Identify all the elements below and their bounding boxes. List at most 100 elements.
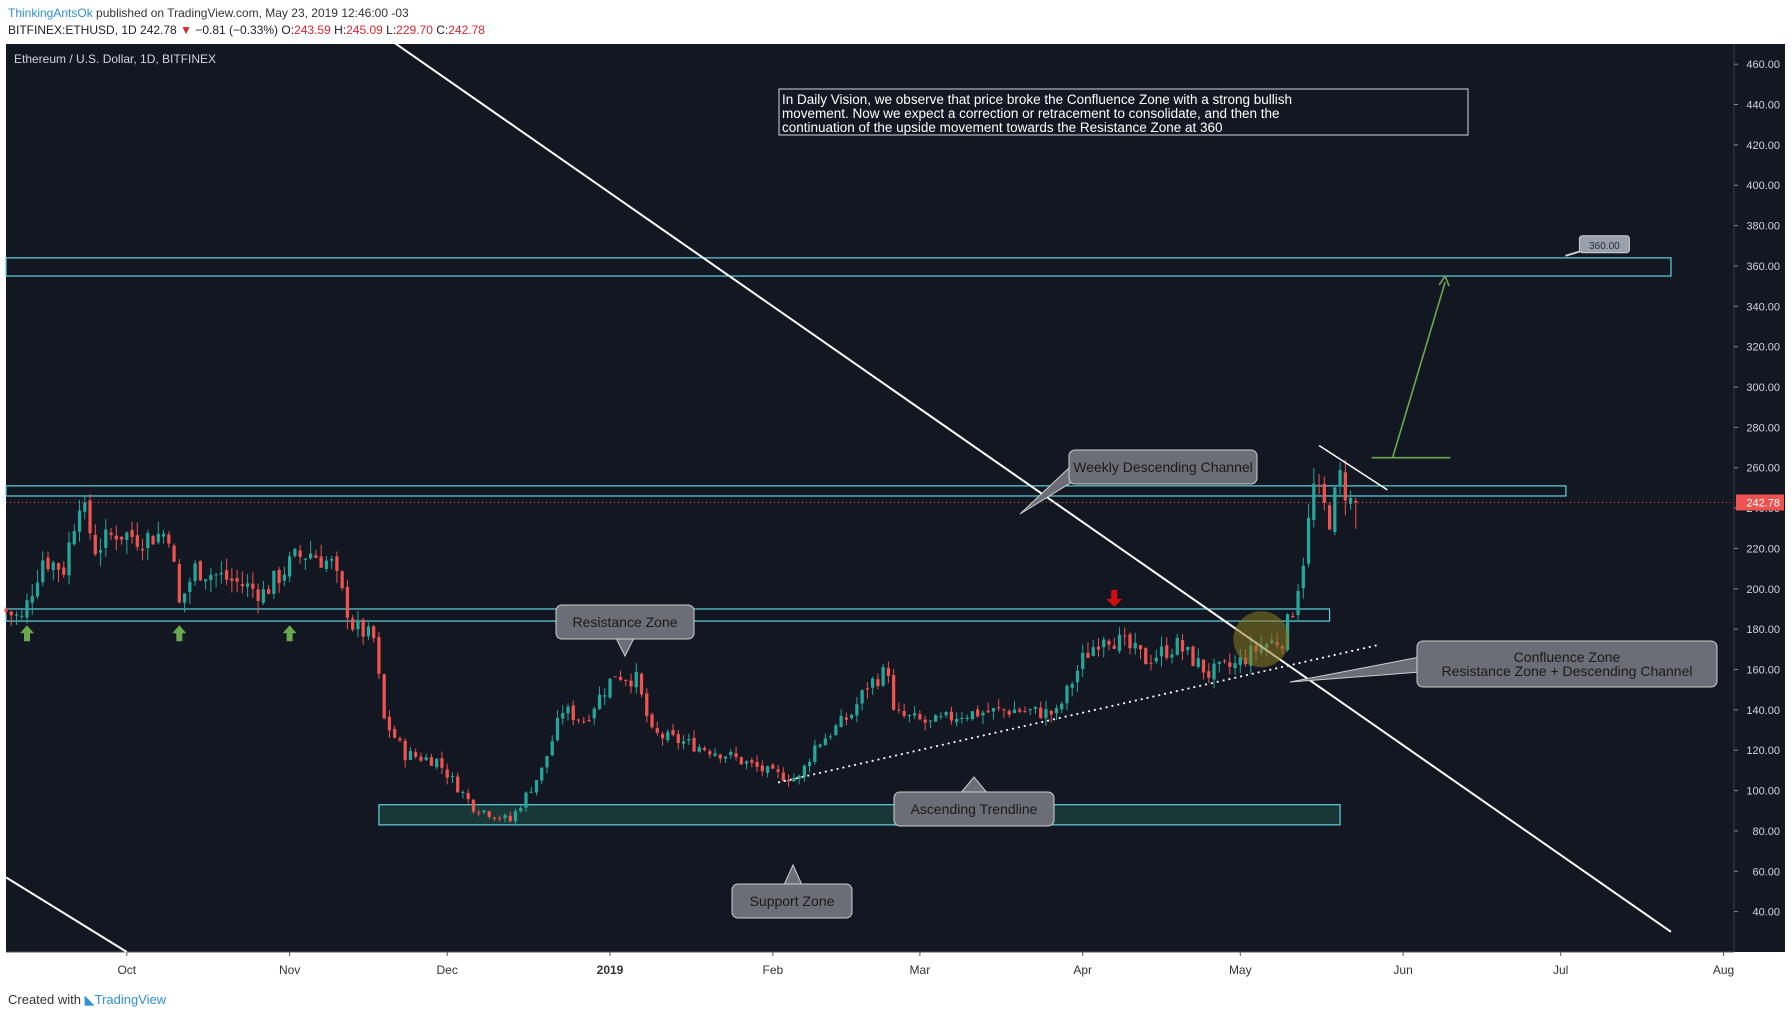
candle [293,548,297,556]
tradingview-brand[interactable]: TradingView [94,992,167,1007]
candle [855,704,859,716]
candle [1002,709,1006,711]
candle [135,535,139,547]
candle [503,815,507,819]
candle [1123,635,1127,637]
candle [62,567,66,575]
price-tick-label: 80.00 [1752,826,1780,838]
time-tick-label: Jul [1553,963,1568,977]
candle [603,695,607,697]
resistance-zone-callout-box [555,604,695,640]
confluence-callout-box [1416,640,1718,688]
candle [114,535,118,540]
candle [576,719,581,721]
candle [1117,634,1122,652]
tradingview-logo-icon[interactable]: ◣ [84,992,95,1007]
candle [1317,484,1321,486]
candle [1175,637,1179,655]
candle [676,734,680,743]
candle [487,811,491,817]
chart-title: Ethereum / U.S. Dollar, 1D, BITFINEX [14,52,216,66]
candle [309,553,313,559]
candle [25,600,29,618]
price-tick-label: 360.00 [1746,261,1780,273]
upper-zone [5,485,1567,497]
candle [156,533,160,543]
candle [351,618,355,630]
candle [1186,647,1190,651]
time-tick-label: Mar [910,963,931,977]
price-tick-label: 60.00 [1752,866,1780,878]
candle [1128,634,1132,649]
candle [618,676,623,680]
candle [414,752,418,757]
candle [571,705,575,721]
candle [713,753,717,756]
candle [408,751,413,760]
target-price-label: 360.00 [1565,235,1630,257]
price-tick-label: 180.00 [1746,624,1780,636]
candle [807,761,812,767]
candle [83,502,87,512]
candle [1012,709,1017,714]
candle [870,678,875,688]
candle [760,765,764,772]
candle [744,761,749,764]
candles-layer [4,459,1358,827]
resistance-zone-callout-text: Resistance Zone [572,614,677,630]
candle [1233,663,1237,669]
weekly-channel-callout-text: Weekly Descending Channel [1073,459,1253,475]
candle [492,817,497,819]
candle [907,715,912,717]
candle [902,711,906,716]
descending-channel-line [378,31,1672,933]
candle [561,713,565,719]
candle [723,756,728,759]
support-zone-callout-text: Support Zone [750,893,835,909]
candle [844,717,848,720]
candle [828,736,833,738]
price-axis[interactable]: 460.00 440.00 420.00 400.00 380.00 360.00 340.… [1734,59,1780,919]
resistance-zone-callout: Resistance Zone [555,604,695,658]
candle [419,756,423,761]
candle [498,817,502,819]
time-tick-label: Feb [762,963,783,977]
candle [387,716,392,731]
plot-background [6,44,1734,952]
price-chart[interactable]: 460.00 440.00 420.00 400.00 380.00 360.00 340.… [0,31,1791,981]
candle [692,738,696,752]
price-tick-label: 380.00 [1746,221,1780,233]
candle [324,560,329,569]
support-zone-callout: Support Zone [731,863,853,919]
candle [372,626,376,639]
candle [182,593,187,603]
candle [266,589,271,594]
candle [991,708,996,712]
time-axis-background [6,952,1785,981]
candle [119,536,124,540]
candle [860,690,864,704]
price-tick-label: 260.00 [1746,463,1780,475]
candle [839,716,843,727]
candle [466,792,470,800]
candle [729,752,733,756]
candle [146,533,150,549]
candle [681,741,686,744]
candle [35,582,40,597]
candle [177,563,181,603]
open-label: O: [281,23,295,37]
candle [1165,645,1169,658]
price-tick-label: 100.00 [1746,786,1780,798]
author-link[interactable]: ThinkingAntsOk [8,6,93,20]
candle [823,738,827,746]
green-up-arrow-icon [282,625,297,642]
candle [1065,685,1069,704]
candle [393,729,397,738]
price-tick-label: 220.00 [1746,543,1780,555]
time-axis[interactable]: Oct Nov Dec 2019 Feb Mar Apr May Jun Jul Aug [117,952,1734,977]
candle [555,718,560,741]
lower-channel-line [5,876,128,953]
candle [923,719,927,723]
chart-area[interactable]: 460.00 440.00 420.00 400.00 380.00 360.00 340.… [0,31,1791,981]
last-price-tag-text: 242.78 [1746,497,1780,509]
